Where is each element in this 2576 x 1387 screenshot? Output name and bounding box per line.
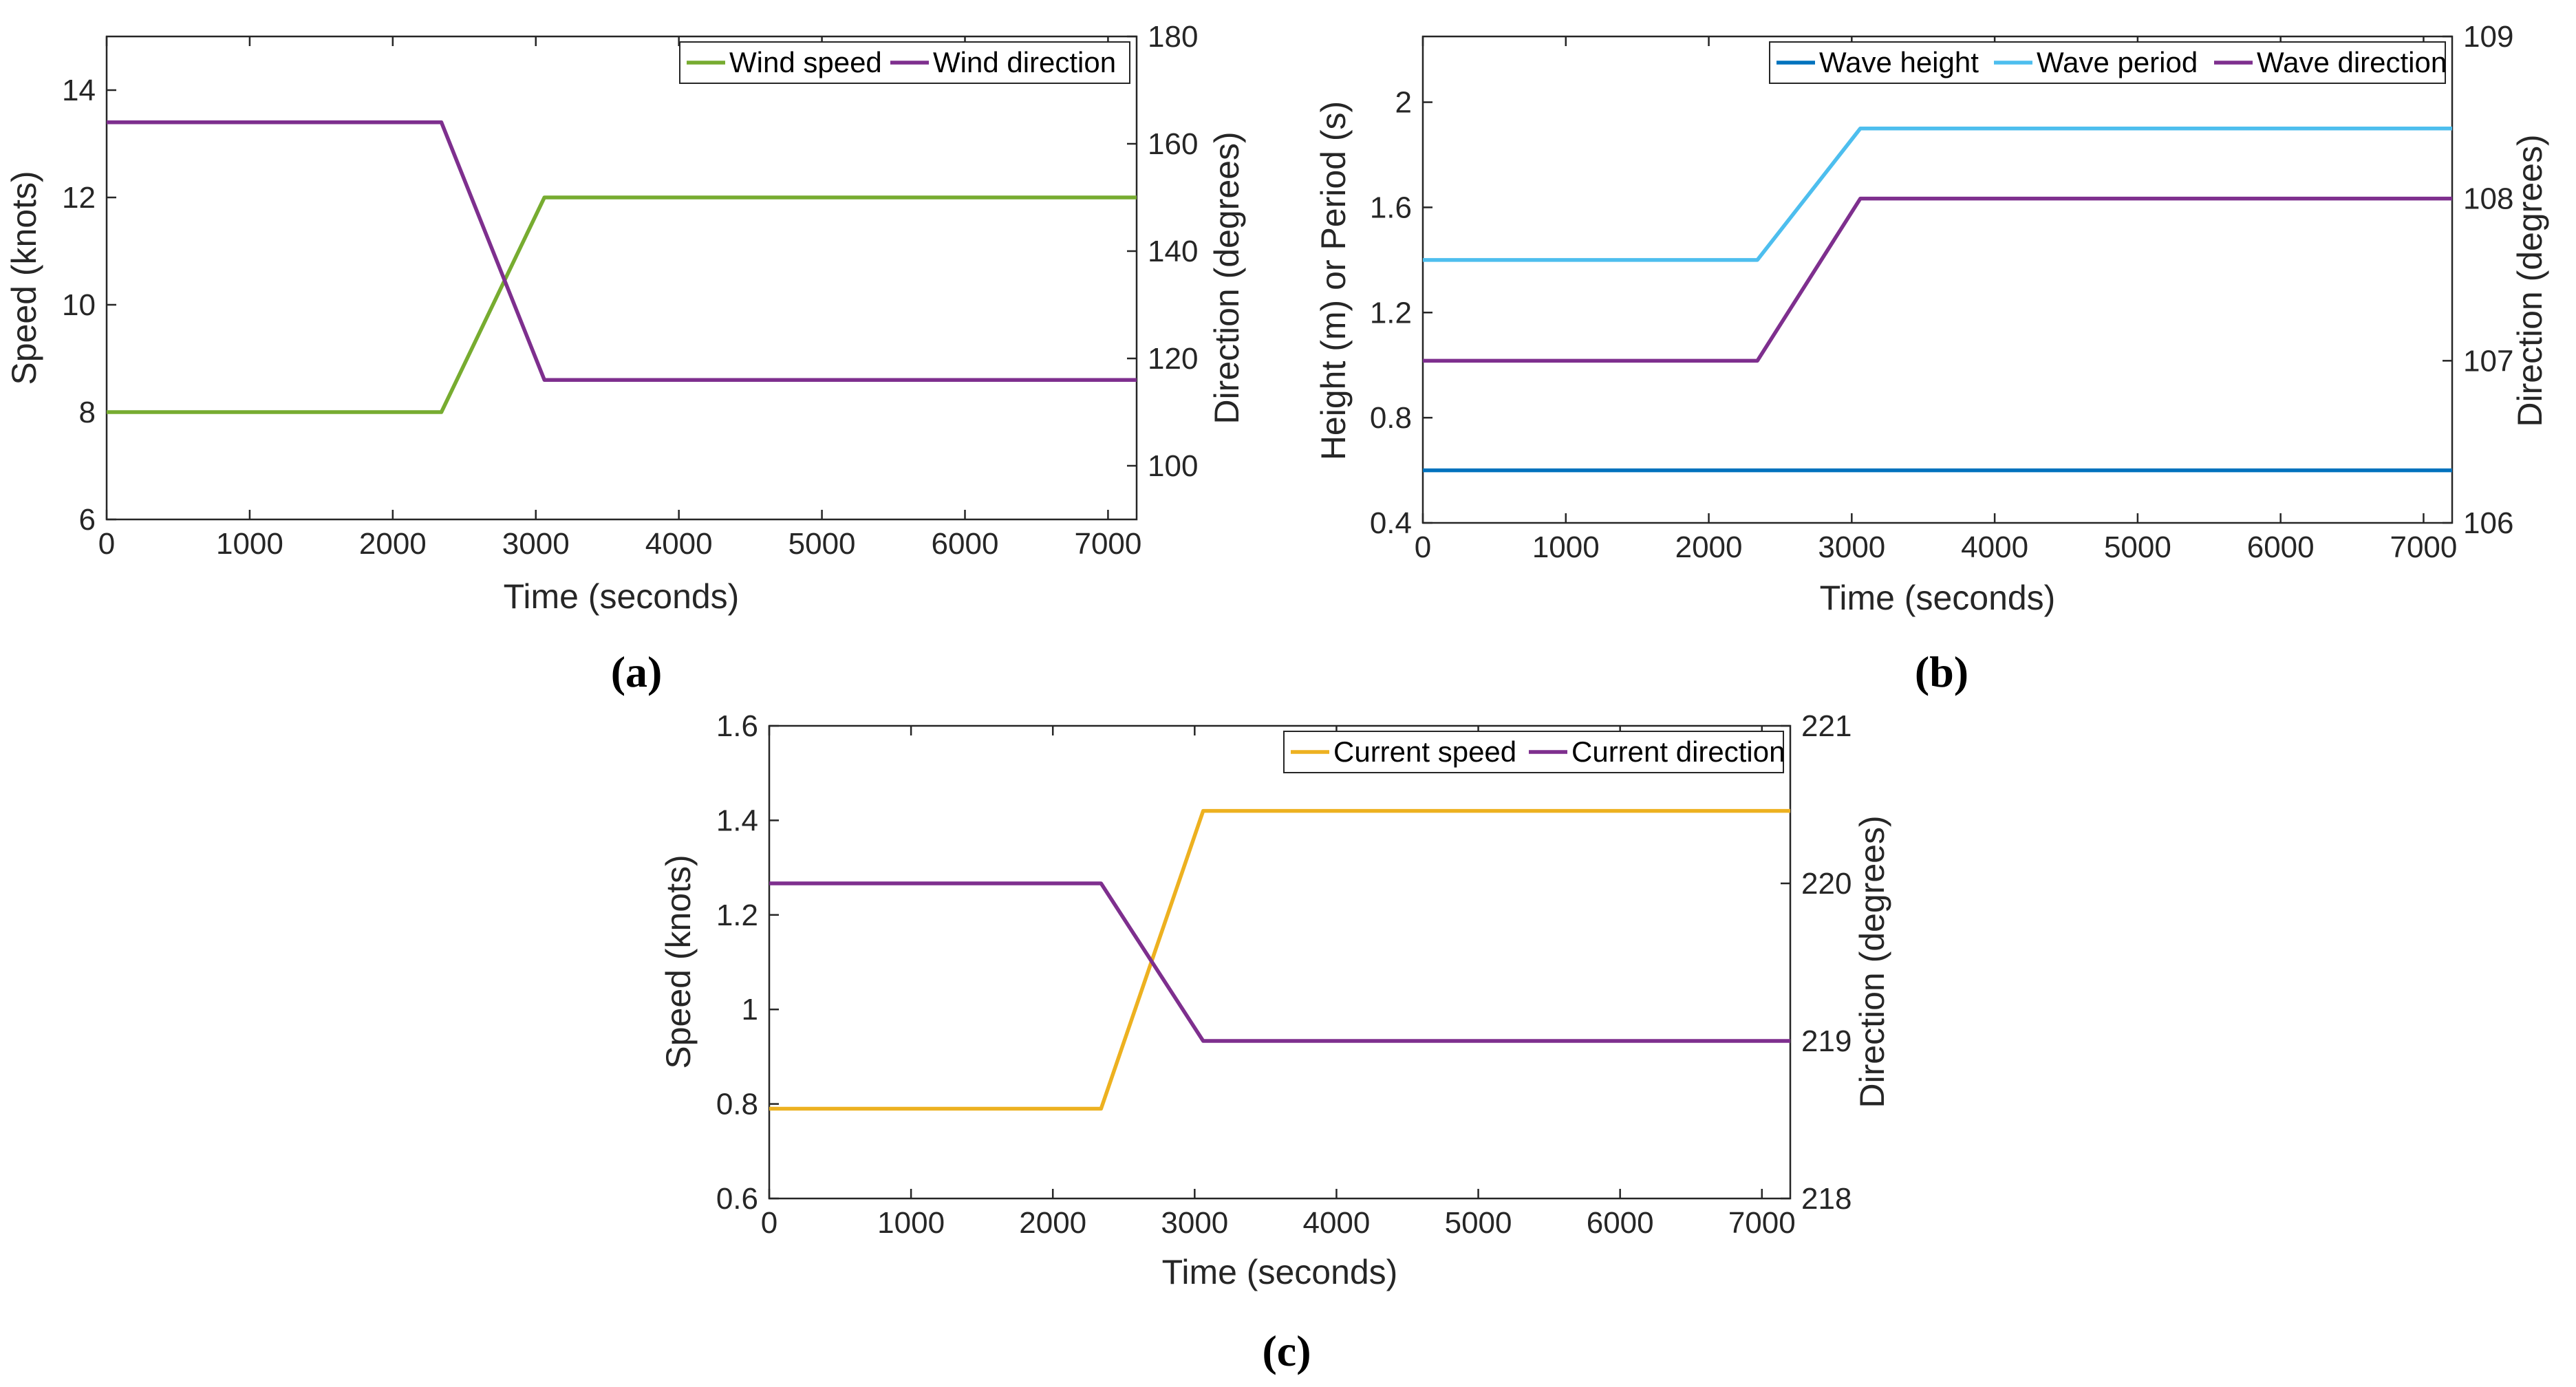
y-tick-label-left: 1.2 bbox=[1370, 296, 1412, 330]
y-tick-label-left: 0.8 bbox=[716, 1088, 758, 1121]
x-axis-label: Time (seconds) bbox=[504, 577, 740, 616]
panel-label: (b) bbox=[1915, 647, 1968, 696]
y-tick-label-left: 1 bbox=[742, 993, 758, 1026]
panel-label: (a) bbox=[611, 647, 663, 696]
x-tick-label: 6000 bbox=[932, 527, 999, 561]
y-axis-label-left: Height (m) or Period (s) bbox=[1314, 101, 1353, 460]
legend: Wave height Wave period Wave direction bbox=[1769, 41, 2447, 84]
y-tick-label-left: 10 bbox=[62, 288, 96, 322]
plot-area bbox=[1421, 35, 2454, 524]
x-tick-label: 2000 bbox=[1675, 530, 1743, 564]
x-tick-label: 0 bbox=[98, 527, 115, 561]
legend-entry: Current speed bbox=[1333, 735, 1516, 768]
x-tick-label: 2000 bbox=[359, 527, 427, 561]
plot-area bbox=[105, 35, 1138, 521]
y-tick-label-right: 107 bbox=[2463, 344, 2513, 378]
x-tick-label: 4000 bbox=[1961, 530, 2028, 564]
y-tick-label-left: 1.6 bbox=[1370, 191, 1412, 224]
y-tick-label-right: 218 bbox=[1801, 1182, 1852, 1216]
y-tick-label-left: 1.6 bbox=[716, 709, 758, 743]
y-tick-label-right: 140 bbox=[1148, 235, 1198, 268]
y-tick-label-right: 109 bbox=[2463, 20, 2513, 54]
legend-entry: Wave direction bbox=[2257, 46, 2447, 78]
plot-area bbox=[768, 724, 1792, 1200]
y-tick-label-right: 160 bbox=[1148, 127, 1198, 161]
x-tick-label: 3000 bbox=[1161, 1206, 1228, 1240]
panel-b: 0 1000 2000 3000 4000 5000 6000 7000 0.4 0.8 1.2 1.… bbox=[1314, 20, 2549, 696]
y-tick-label-right: 221 bbox=[1801, 709, 1852, 743]
y-axis-label-right: Direction (degrees) bbox=[1853, 815, 1891, 1108]
y-tick-label-right: 219 bbox=[1801, 1024, 1852, 1058]
legend-entry: Wave height bbox=[1819, 46, 1979, 78]
y-tick-label-left: 2 bbox=[1395, 86, 1412, 120]
y-axis-label-right: Direction (degrees) bbox=[1208, 131, 1246, 424]
panel-c: 0 1000 2000 3000 4000 5000 6000 7000 0.6 0.8 1 1.2 1… bbox=[659, 709, 1891, 1375]
x-tick-label: 7000 bbox=[2390, 530, 2457, 564]
panel-label: (c) bbox=[1262, 1326, 1311, 1375]
series-line-wind-direction bbox=[107, 120, 1137, 382]
y-tick-label-left: 0.6 bbox=[716, 1182, 758, 1216]
x-tick-label: 4000 bbox=[645, 527, 713, 561]
x-tick-label: 1000 bbox=[1532, 530, 1600, 564]
x-tick-label: 5000 bbox=[2104, 530, 2171, 564]
x-axis-label: Time (seconds) bbox=[1162, 1253, 1398, 1291]
legend-entry: Wind direction bbox=[933, 46, 1116, 78]
y-axis-label-right: Direction (degrees) bbox=[2511, 134, 2549, 427]
x-tick-label: 1000 bbox=[877, 1206, 945, 1240]
x-tick-label: 4000 bbox=[1302, 1206, 1370, 1240]
x-tick-label: 3000 bbox=[502, 527, 570, 561]
series-line-wave-direction bbox=[1423, 196, 2452, 363]
series-line-wave-period bbox=[1423, 127, 2452, 262]
y-tick-label-left: 14 bbox=[62, 74, 96, 107]
legend: Current speed Current direction bbox=[1283, 731, 1785, 773]
legend-entry: Wind speed bbox=[729, 46, 882, 78]
x-tick-label: 2000 bbox=[1019, 1206, 1086, 1240]
y-tick-label-left: 0.4 bbox=[1370, 506, 1412, 540]
y-tick-label-right: 108 bbox=[2463, 182, 2513, 216]
y-tick-label-right: 120 bbox=[1148, 342, 1198, 376]
x-tick-label: 7000 bbox=[1728, 1206, 1796, 1240]
legend-entry: Wave period bbox=[2037, 46, 2198, 78]
panel-a: 0 1000 2000 3000 4000 5000 6000 7000 6 8 10 12 14 100… bbox=[5, 20, 1246, 696]
y-tick-label-left: 1.4 bbox=[716, 804, 758, 837]
series-line-wind-speed bbox=[107, 195, 1137, 414]
legend: Wind speed Wind direction bbox=[679, 41, 1130, 84]
x-tick-label: 5000 bbox=[788, 527, 856, 561]
series-line-current-direction bbox=[769, 881, 1790, 1043]
x-tick-label: 5000 bbox=[1445, 1206, 1512, 1240]
y-axis-label-left: Speed (knots) bbox=[5, 171, 43, 385]
y-tick-label-left: 12 bbox=[62, 181, 96, 215]
y-tick-label-left: 0.8 bbox=[1370, 401, 1412, 435]
y-tick-label-left: 1.2 bbox=[716, 899, 758, 932]
x-tick-label: 1000 bbox=[216, 527, 283, 561]
x-tick-label: 6000 bbox=[2247, 530, 2315, 564]
y-tick-label-right: 220 bbox=[1801, 867, 1852, 901]
x-axis-label: Time (seconds) bbox=[1820, 579, 2056, 617]
y-tick-label-right: 100 bbox=[1148, 449, 1198, 483]
x-tick-label: 3000 bbox=[1818, 530, 1885, 564]
y-axis-label-left: Speed (knots) bbox=[659, 854, 698, 1068]
x-tick-label: 0 bbox=[1415, 530, 1431, 564]
x-tick-label: 6000 bbox=[1587, 1206, 1654, 1240]
y-tick-label-left: 8 bbox=[79, 396, 96, 429]
y-tick-label-left: 6 bbox=[79, 503, 96, 537]
x-tick-label: 7000 bbox=[1074, 527, 1141, 561]
legend-entry: Current direction bbox=[1571, 735, 1785, 768]
y-tick-label-right: 106 bbox=[2463, 506, 2513, 540]
legend-box bbox=[1769, 41, 2446, 84]
y-tick-label-right: 180 bbox=[1148, 20, 1198, 54]
x-tick-label: 0 bbox=[761, 1206, 777, 1240]
